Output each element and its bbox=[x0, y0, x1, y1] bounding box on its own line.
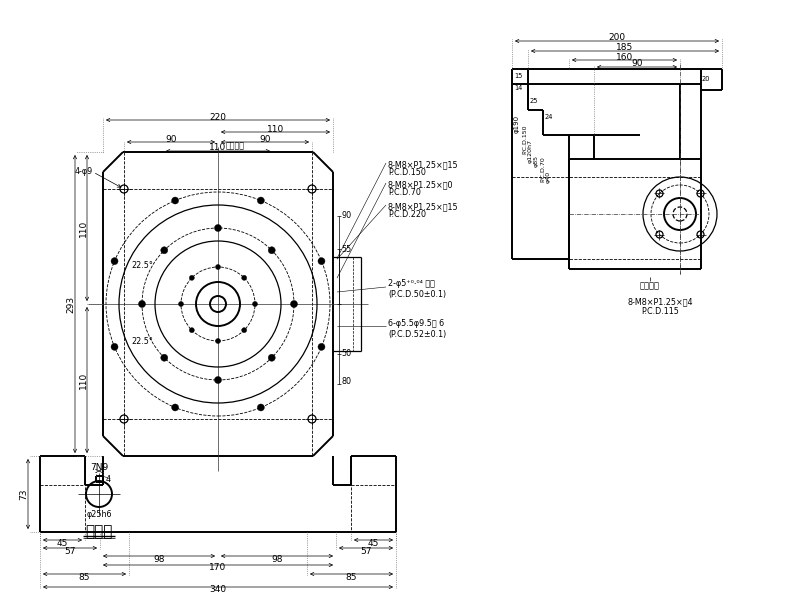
Text: 160: 160 bbox=[616, 52, 633, 62]
Text: 8-M8×P1.25×深0: 8-M8×P1.25×深0 bbox=[388, 180, 454, 189]
Text: 220: 220 bbox=[210, 113, 226, 122]
Circle shape bbox=[258, 404, 264, 411]
Text: 110: 110 bbox=[210, 144, 226, 152]
Text: 98: 98 bbox=[271, 555, 282, 563]
Text: 55: 55 bbox=[341, 244, 351, 253]
Text: P.C.D.70: P.C.D.70 bbox=[388, 188, 421, 197]
Text: 110: 110 bbox=[78, 219, 87, 237]
Circle shape bbox=[190, 275, 194, 280]
Text: 98: 98 bbox=[154, 555, 165, 563]
Circle shape bbox=[258, 197, 264, 204]
Text: 73: 73 bbox=[19, 488, 29, 500]
Text: 200: 200 bbox=[609, 33, 626, 43]
Text: 24: 24 bbox=[545, 114, 554, 120]
Text: 185: 185 bbox=[616, 43, 634, 52]
Text: 50: 50 bbox=[341, 350, 351, 359]
Text: 110: 110 bbox=[267, 124, 284, 133]
Text: 4-φ9: 4-φ9 bbox=[74, 167, 93, 177]
Circle shape bbox=[172, 197, 178, 204]
Text: 22.5°: 22.5° bbox=[131, 261, 153, 270]
Text: φ40: φ40 bbox=[546, 171, 551, 183]
Text: 22.5°: 22.5° bbox=[131, 337, 153, 347]
Circle shape bbox=[318, 343, 325, 350]
Circle shape bbox=[214, 225, 222, 231]
Text: P.C.D.220: P.C.D.220 bbox=[388, 210, 426, 219]
Circle shape bbox=[215, 339, 221, 343]
Circle shape bbox=[190, 328, 194, 333]
Text: 停止位置: 停止位置 bbox=[640, 281, 660, 290]
Circle shape bbox=[242, 275, 246, 280]
Text: P.C.D.115: P.C.D.115 bbox=[641, 307, 679, 316]
Text: 停止位置: 停止位置 bbox=[226, 141, 245, 150]
Text: 8-M8×P1.25×深4: 8-M8×P1.25×深4 bbox=[627, 297, 693, 306]
Text: (P.C.D.50±0.1): (P.C.D.50±0.1) bbox=[388, 289, 446, 298]
Text: 80: 80 bbox=[341, 378, 351, 387]
Text: φ25h6: φ25h6 bbox=[86, 510, 112, 519]
Circle shape bbox=[138, 300, 146, 308]
Text: φ190: φ190 bbox=[514, 115, 520, 133]
Circle shape bbox=[215, 264, 221, 270]
Text: 8-M8×P1.25×深15: 8-M8×P1.25×深15 bbox=[388, 202, 458, 211]
Text: 6-φ5.5φ9.5深 6: 6-φ5.5φ9.5深 6 bbox=[388, 320, 444, 328]
Text: 293: 293 bbox=[66, 295, 75, 312]
Text: P.C.D.150: P.C.D.150 bbox=[388, 168, 426, 177]
Circle shape bbox=[242, 328, 246, 333]
Text: 57: 57 bbox=[360, 546, 372, 555]
Circle shape bbox=[161, 354, 168, 361]
Text: 85: 85 bbox=[346, 572, 358, 582]
Circle shape bbox=[111, 343, 118, 350]
Text: 15: 15 bbox=[514, 73, 522, 79]
Circle shape bbox=[111, 258, 118, 265]
Circle shape bbox=[172, 404, 178, 411]
Text: 20: 20 bbox=[702, 76, 710, 82]
Text: 90: 90 bbox=[631, 60, 642, 68]
Text: P.C.D.70: P.C.D.70 bbox=[540, 156, 545, 182]
Text: 57: 57 bbox=[64, 546, 76, 555]
Circle shape bbox=[214, 376, 222, 384]
Text: 25: 25 bbox=[530, 98, 538, 104]
Circle shape bbox=[318, 258, 325, 265]
Circle shape bbox=[290, 300, 298, 308]
Text: 45: 45 bbox=[57, 538, 68, 547]
Text: 入力軸: 入力軸 bbox=[86, 524, 113, 539]
Text: 85: 85 bbox=[78, 572, 90, 582]
Text: φ85: φ85 bbox=[534, 155, 539, 167]
Circle shape bbox=[161, 247, 168, 254]
Text: P.C.D.150: P.C.D.150 bbox=[522, 124, 527, 153]
Text: 340: 340 bbox=[210, 585, 226, 594]
Text: 110: 110 bbox=[78, 371, 87, 389]
Text: 90: 90 bbox=[341, 211, 351, 220]
Text: 90: 90 bbox=[259, 135, 270, 144]
Circle shape bbox=[268, 247, 275, 254]
Text: 2-φ5⁺⁰⋅⁰⁴ 深度: 2-φ5⁺⁰⋅⁰⁴ 深度 bbox=[388, 280, 435, 289]
Text: 170: 170 bbox=[210, 563, 226, 572]
Circle shape bbox=[253, 301, 258, 306]
Text: 8-M8×P1.25×深15: 8-M8×P1.25×深15 bbox=[388, 160, 458, 169]
Text: 7N9: 7N9 bbox=[90, 462, 108, 471]
Text: 4: 4 bbox=[106, 474, 110, 484]
Text: (P.C.D.52±0.1): (P.C.D.52±0.1) bbox=[388, 329, 446, 339]
Circle shape bbox=[178, 301, 183, 306]
Text: 45: 45 bbox=[368, 538, 379, 547]
Circle shape bbox=[268, 354, 275, 361]
Text: φ120h7: φ120h7 bbox=[528, 139, 533, 163]
Text: 90: 90 bbox=[166, 135, 177, 144]
Text: 14: 14 bbox=[514, 85, 522, 91]
